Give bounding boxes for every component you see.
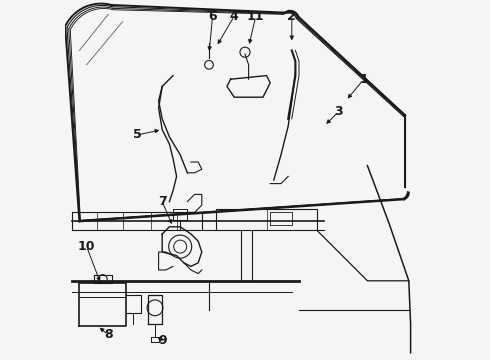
Text: 1: 1 [360,73,368,86]
Text: 5: 5 [133,129,142,141]
Text: 10: 10 [78,240,96,253]
Text: 9: 9 [158,334,167,347]
Text: 7: 7 [158,195,167,208]
Text: 6: 6 [208,10,217,23]
Text: 11: 11 [247,10,265,23]
Text: 4: 4 [230,10,239,23]
Text: 8: 8 [104,328,113,341]
Text: 2: 2 [288,10,296,23]
Text: 3: 3 [334,105,343,118]
